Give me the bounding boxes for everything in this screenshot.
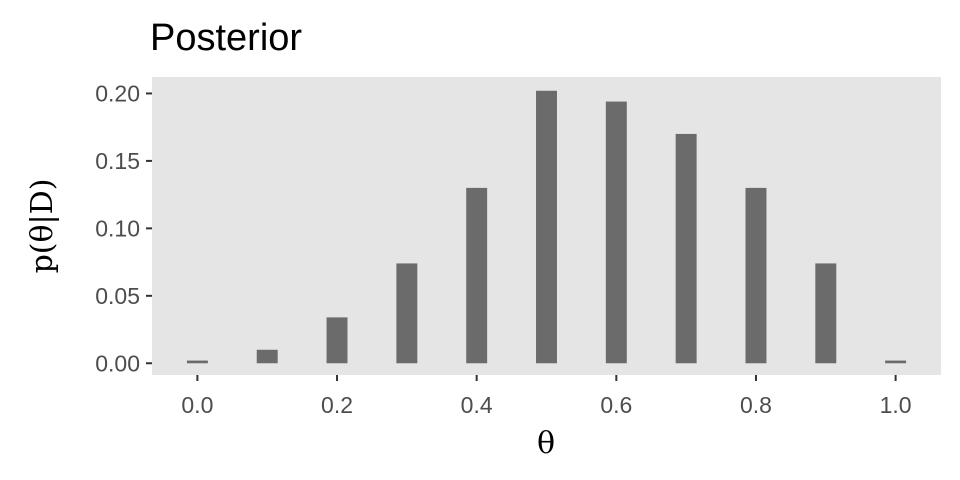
x-tick-label: 0.2 [321,392,353,418]
y-tick-label: 0.00 [95,350,140,376]
bar-6 [605,101,627,364]
x-axis: 0.0 0.2 0.4 0.6 0.8 1.0 [181,375,912,418]
bar-3 [396,263,418,364]
x-tick-label: 0.8 [740,392,772,418]
x-tick-label: 0.4 [461,392,493,418]
bar-8 [745,187,767,364]
x-tick-label: 1.0 [880,392,912,418]
bar-2 [326,317,348,364]
bar-0 [186,360,208,364]
bar-1 [256,349,278,364]
x-tick-label: 0.6 [600,392,632,418]
y-axis-title: p(θ|D) [25,179,60,274]
y-tick-label: 0.15 [95,148,140,174]
y-tick-label: 0.10 [95,215,140,241]
y-axis: 0.00 0.05 0.10 0.15 0.20 [95,80,152,376]
bar-4 [466,187,488,364]
x-axis-title: θ [537,426,555,461]
bar-10 [885,360,907,364]
y-tick-label: 0.05 [95,283,140,309]
bars-group [186,90,907,364]
bar-7 [675,133,697,364]
bar-9 [815,263,837,364]
bar-5 [536,90,557,364]
y-tick-label: 0.20 [95,80,140,106]
x-tick-label: 0.0 [181,392,213,418]
chart-title: Posterior [150,17,302,59]
